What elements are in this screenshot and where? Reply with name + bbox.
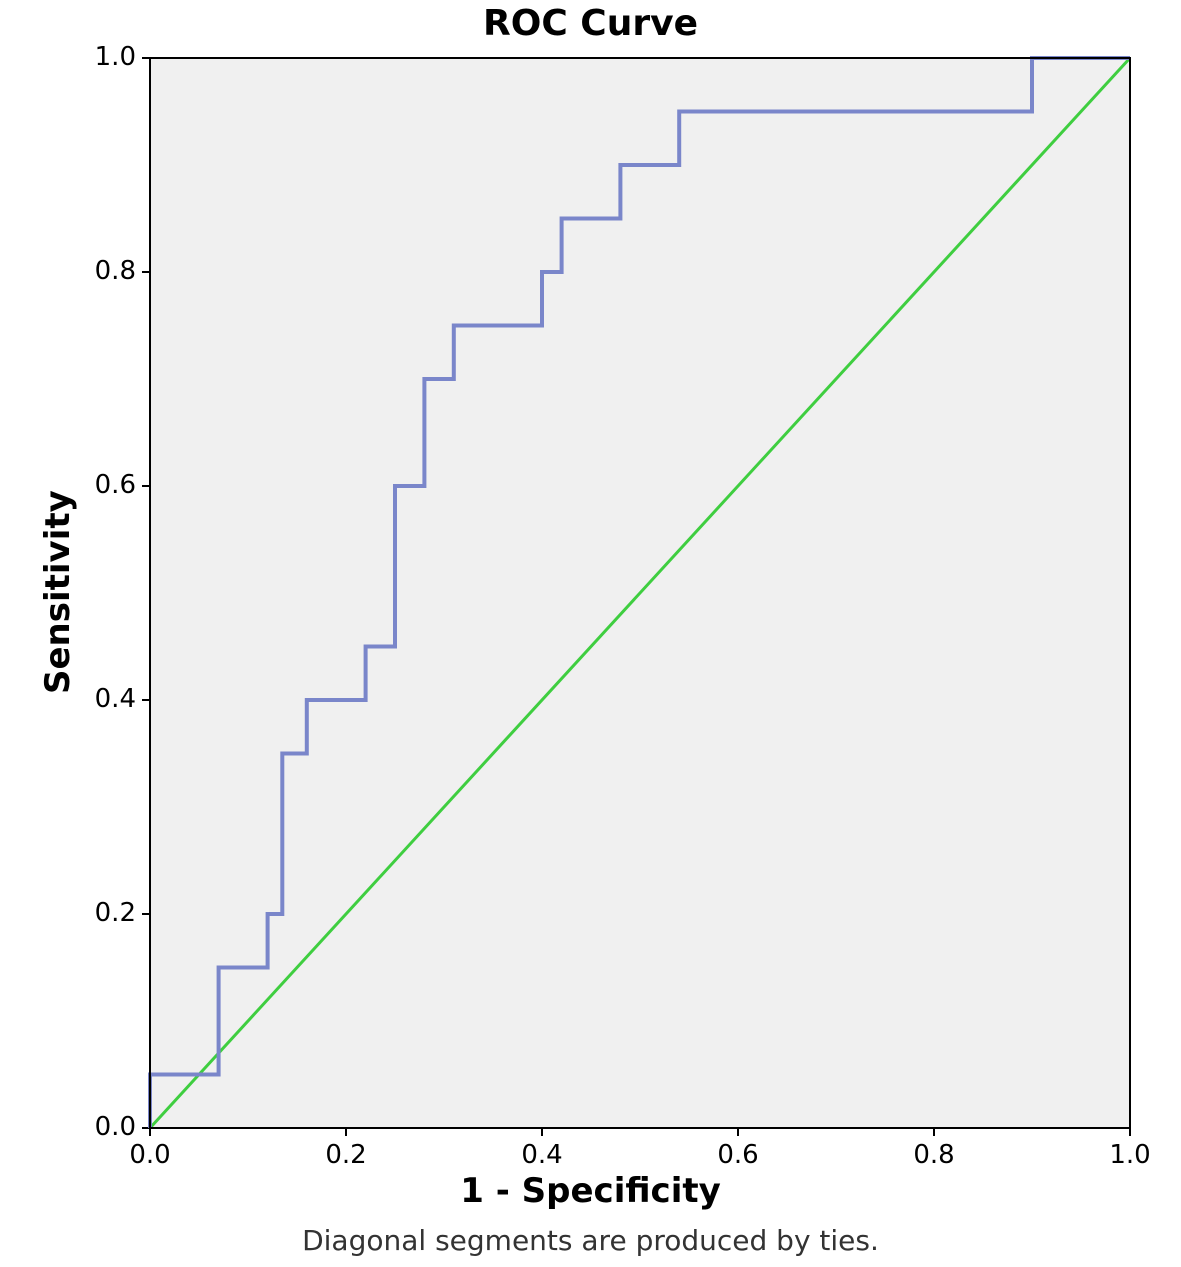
y-tick-label: 1.0	[76, 42, 136, 72]
roc-chart: ROC Curve Sensitivity 1 - Specificity Di…	[0, 0, 1181, 1267]
plot-area	[0, 0, 1181, 1267]
y-tick-label: 0.8	[76, 256, 136, 286]
y-tick-label: 0.2	[76, 898, 136, 928]
x-tick-label: 0.2	[325, 1140, 366, 1170]
x-tick-label: 1.0	[1109, 1140, 1150, 1170]
y-tick-label: 0.4	[76, 684, 136, 714]
y-axis-label: Sensitivity	[38, 490, 78, 694]
x-axis-label: 1 - Specificity	[0, 1171, 1181, 1211]
chart-caption: Diagonal segments are produced by ties.	[0, 1224, 1181, 1257]
x-tick-label: 0.0	[129, 1140, 170, 1170]
y-tick-label: 0.0	[76, 1112, 136, 1142]
x-tick-label: 0.6	[717, 1140, 758, 1170]
x-tick-label: 0.4	[521, 1140, 562, 1170]
x-tick-label: 0.8	[913, 1140, 954, 1170]
y-tick-label: 0.6	[76, 470, 136, 500]
